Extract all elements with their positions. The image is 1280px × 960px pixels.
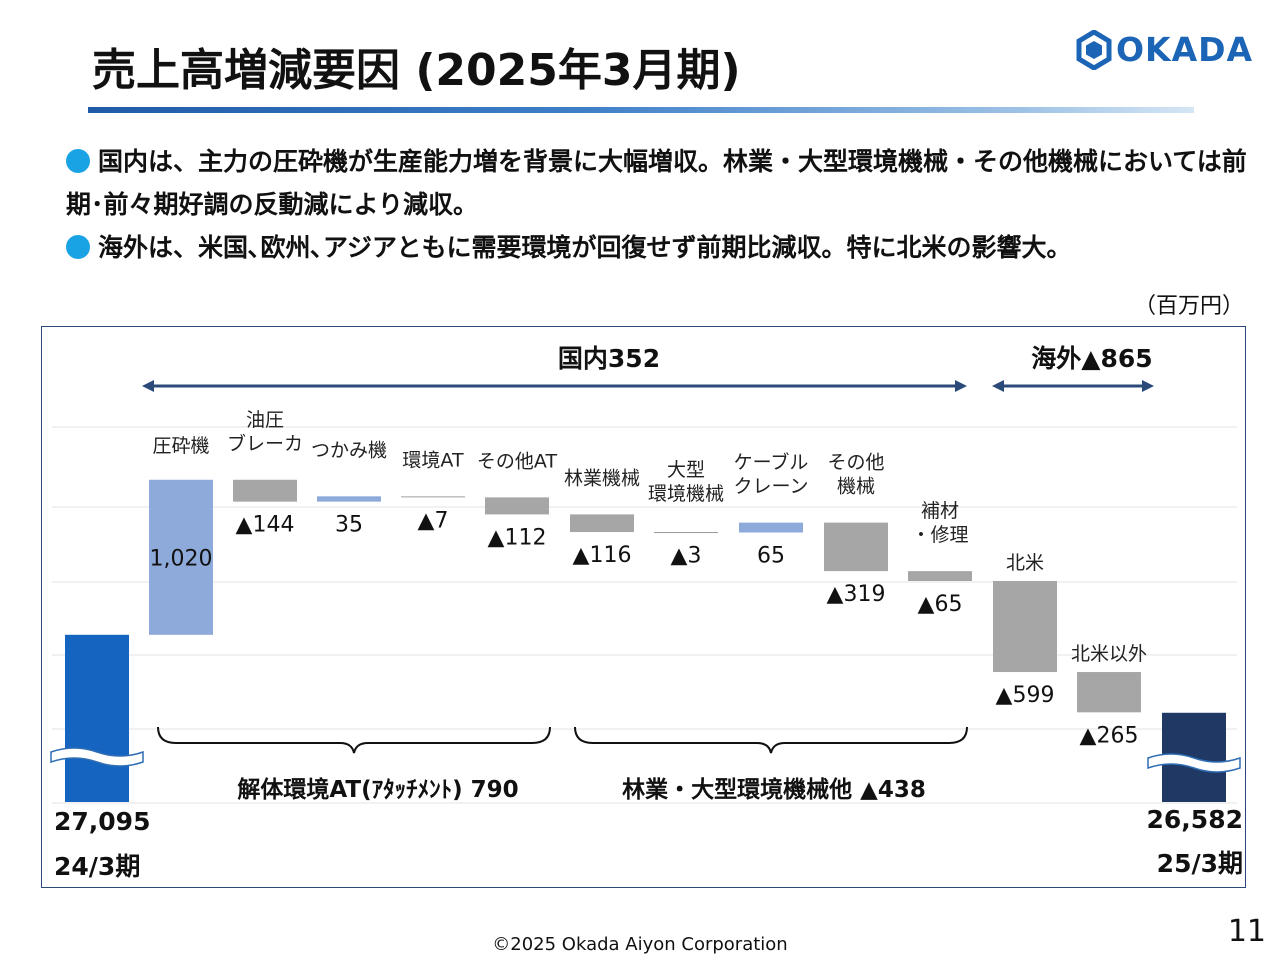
bullet-item: 海外は、米国､欧州､アジアともに需要環境が回復せず前期比減収。特に北米の影響大。: [66, 226, 1256, 269]
value-label: ▲144: [236, 513, 295, 538]
category-label: クレーン: [733, 476, 808, 498]
value-label: ▲112: [488, 525, 547, 550]
value-label: ▲3: [671, 544, 702, 569]
step-bar: [401, 496, 465, 498]
category-label: ・修理: [911, 524, 968, 546]
value-label: ▲599: [996, 683, 1055, 708]
start-period-label: 24/3期: [54, 852, 140, 881]
start-bar: [65, 634, 129, 802]
okada-hexagon-icon: [1076, 29, 1112, 71]
curly-brace: [574, 726, 968, 754]
category-label: 大型: [667, 459, 705, 481]
category-label: 機械: [837, 476, 875, 498]
step-bar: [233, 479, 297, 502]
category-label: 北米: [1006, 552, 1044, 574]
group-arrow-label: 海外▲865: [1031, 344, 1152, 373]
step-bar: [993, 580, 1057, 673]
unit-label: （百万円）: [1133, 294, 1244, 319]
axis-break-icon: [50, 747, 144, 767]
page-number: 11: [1227, 914, 1266, 949]
company-logo: OKADA: [1076, 29, 1260, 72]
curly-brace: [157, 726, 551, 754]
category-label: 環境機械: [648, 483, 724, 505]
arrow-left-icon: [992, 380, 1004, 392]
waterfall-chart-frame: 圧砕機 1,020 油圧 ブレーカ ▲144 つかみ機 35 環境AT ▲7 その他AT ▲112 林…: [41, 326, 1246, 888]
category-label: その他: [827, 452, 884, 474]
category-label: 油圧: [246, 409, 284, 431]
copyright-footer: ©2025 Okada Aiyon Corporation: [492, 934, 788, 955]
brace-label: 林業・大型環境機械他 ▲438: [622, 776, 926, 803]
arrow-right-icon: [955, 380, 967, 392]
bullet-dot-icon: [66, 235, 90, 259]
value-label: ▲65: [918, 592, 963, 617]
step-bar: [149, 479, 213, 635]
value-label: 35: [335, 513, 363, 538]
bullet-item: 国内は、主力の圧砕機が生産能力増を背景に大幅増収。林業・大型環境機械・その他機械…: [66, 140, 1256, 226]
category-label: 北米以外: [1071, 643, 1147, 665]
end-period-label: 25/3期: [1157, 849, 1243, 878]
bullet-dot-icon: [66, 149, 90, 173]
value-label: 1,020: [150, 546, 213, 571]
step-bar: [908, 571, 972, 581]
arrow-left-icon: [142, 380, 154, 392]
start-value-label: 27,095: [54, 807, 150, 836]
step-bar: [317, 496, 381, 502]
step-bar: [654, 532, 718, 534]
value-label: ▲116: [573, 543, 632, 568]
step-bar: [485, 497, 549, 515]
step-bar: [739, 522, 803, 533]
title-underline: [88, 107, 1194, 113]
category-label: 補材: [921, 500, 959, 522]
arrow-right-icon: [1142, 380, 1154, 392]
value-label: ▲7: [418, 508, 449, 533]
bullet-list: 国内は、主力の圧砕機が生産能力増を背景に大幅増収。林業・大型環境機械・その他機械…: [66, 140, 1256, 269]
category-label: ブレーカ: [227, 432, 303, 455]
category-label: 圧砕機: [152, 435, 209, 457]
category-label: 環境AT: [402, 449, 464, 471]
category-label: ケーブル: [734, 451, 809, 474]
step-bar: [570, 514, 634, 533]
page-title: 売上高増減要因 (2025年3月期): [92, 45, 741, 96]
brace-label: 解体環境AT(ｱﾀｯﾁﾒﾝﾄ) 790: [237, 776, 518, 803]
bullet-text: 海外は、米国､欧州､アジアともに需要環境が回復せず前期比減収。特に北米の影響大。: [98, 233, 1072, 262]
group-arrow-label: 国内352: [558, 344, 660, 373]
bullet-text: 国内は、主力の圧砕機が生産能力増を背景に大幅増収。林業・大型環境機械・その他機械…: [66, 147, 1247, 219]
step-bar: [824, 522, 888, 572]
value-label: ▲265: [1080, 723, 1139, 748]
category-label: 林業機械: [564, 467, 640, 489]
axis-break-icon: [1147, 753, 1241, 773]
logo-text: OKADA: [1116, 30, 1254, 69]
end-value-label: 26,582: [1147, 805, 1243, 834]
step-bar: [1077, 672, 1141, 713]
value-label: ▲319: [827, 582, 886, 607]
category-label: その他AT: [477, 450, 558, 472]
category-label: つかみ機: [311, 439, 387, 461]
value-label: 65: [757, 544, 785, 569]
